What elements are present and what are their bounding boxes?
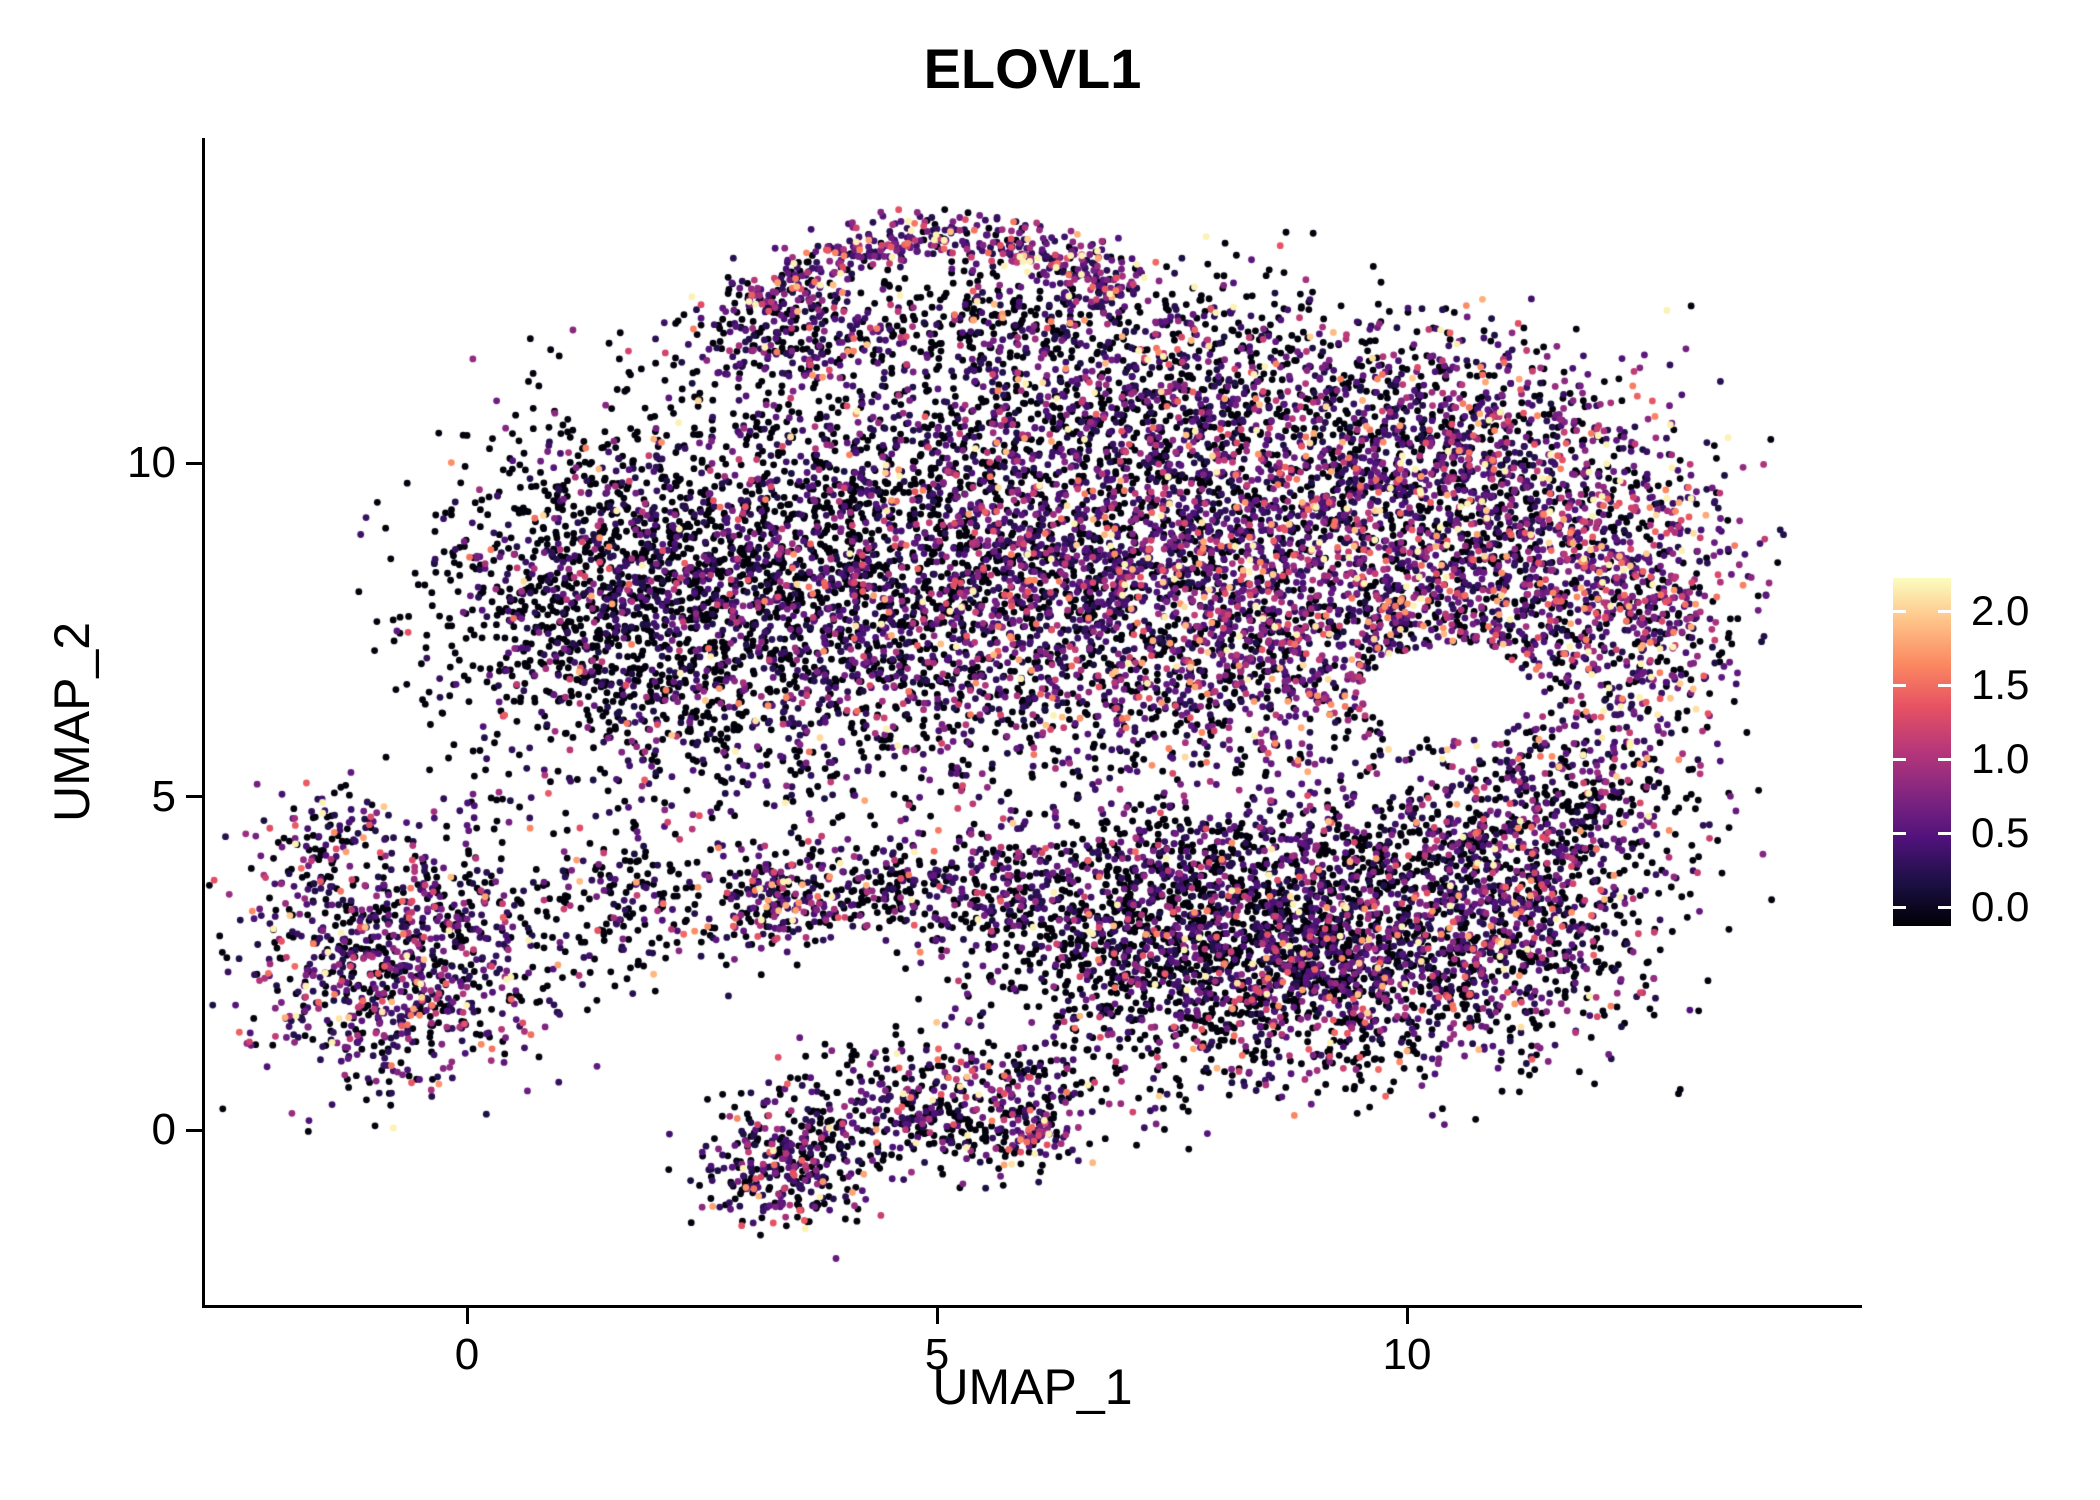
colorbar-tick-label: 2.0 xyxy=(1971,587,2030,635)
y-tick-mark xyxy=(186,461,202,465)
y-tick-label: 0 xyxy=(151,1105,176,1154)
colorbar-gradient xyxy=(1893,578,1951,926)
x-tick-label: 5 xyxy=(924,1330,950,1379)
plot-title: ELOVL1 xyxy=(923,37,1142,100)
colorbar-tick-mark xyxy=(1893,831,1906,835)
y-tick-label: 5 xyxy=(151,771,176,821)
x-tick-label: 10 xyxy=(1382,1330,1432,1379)
y-tick-label: 10 xyxy=(127,438,176,487)
x-tick-mark xyxy=(1405,1308,1409,1324)
colorbar-tick-mark xyxy=(1893,757,1906,761)
colorbar-tick-label: 1.5 xyxy=(1971,661,2030,709)
x-tick-mark xyxy=(465,1308,469,1324)
colorbar-tick-mark xyxy=(1938,683,1951,687)
colorbar-tick-mark xyxy=(1893,683,1906,687)
y-axis-line xyxy=(202,138,205,1308)
colorbar-tick-label: 0.5 xyxy=(1971,809,2030,857)
colorbar-tick-mark xyxy=(1893,609,1906,613)
x-tick-label: 0 xyxy=(454,1330,480,1379)
x-axis-line xyxy=(202,1305,1862,1308)
x-axis-label: UMAP_1 xyxy=(932,1359,1133,1415)
x-tick-mark xyxy=(935,1308,939,1324)
colorbar-tick-mark xyxy=(1893,905,1906,909)
colorbar-tick-mark xyxy=(1938,757,1951,761)
scatter-canvas xyxy=(205,110,1863,1306)
colorbar-tick-label: 1.0 xyxy=(1971,735,2030,783)
y-tick-mark xyxy=(186,795,202,798)
colorbar-tick-mark xyxy=(1938,905,1951,909)
colorbar-tick-mark xyxy=(1938,831,1951,835)
colorbar-tick-mark xyxy=(1938,609,1951,613)
colorbar-tick-label: 0.0 xyxy=(1971,883,2030,931)
y-tick-mark xyxy=(186,1128,202,1132)
